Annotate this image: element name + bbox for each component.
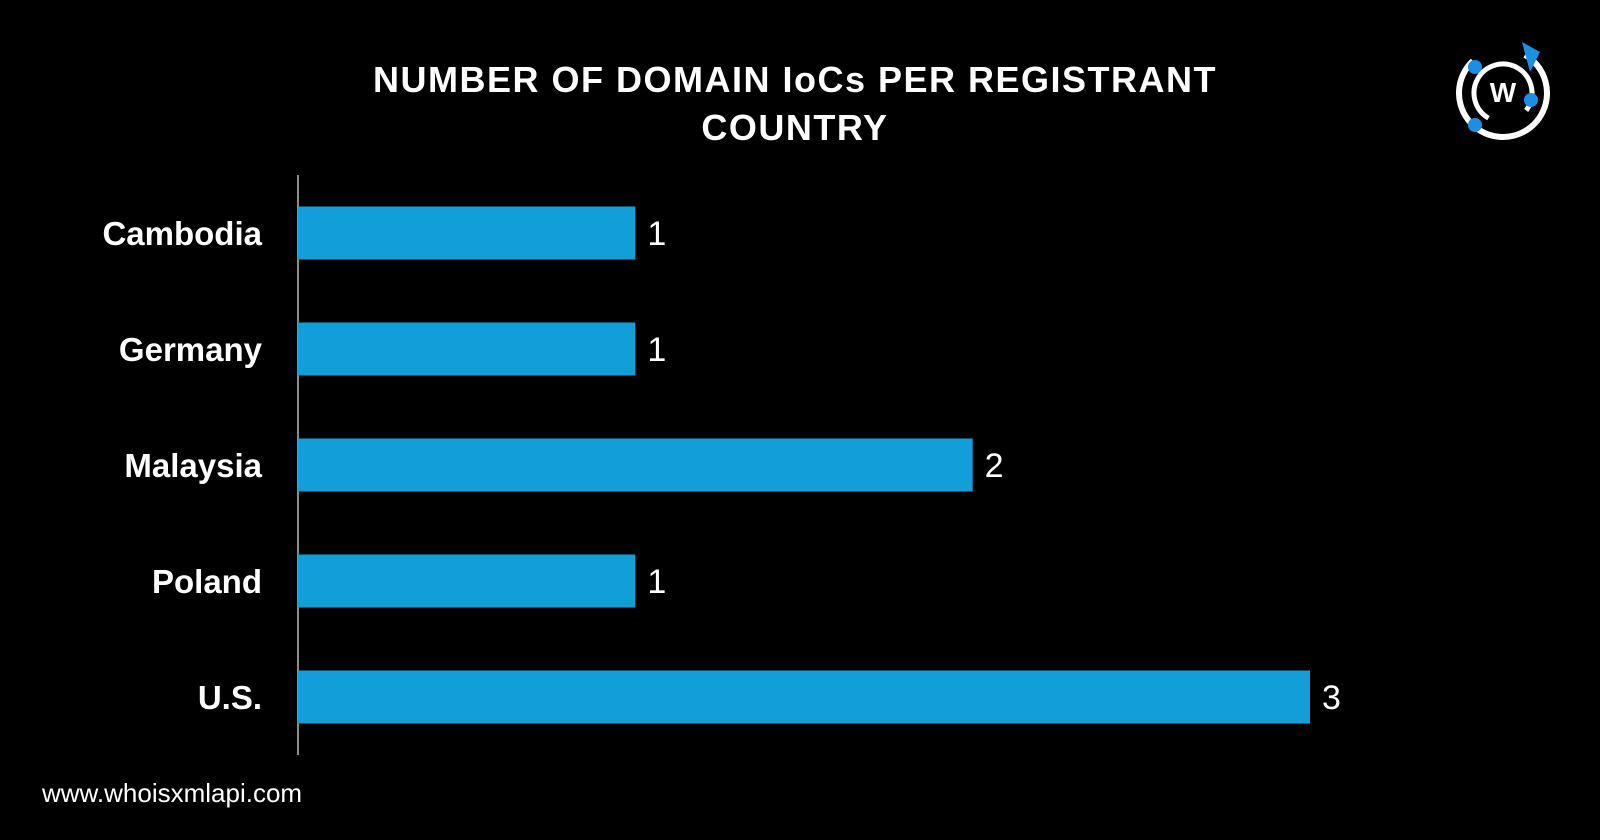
- bar-malaysia: [298, 438, 973, 492]
- bar-u-s: [298, 670, 1310, 724]
- logo-letter: W: [1490, 77, 1517, 108]
- footer-url[interactable]: www.whoisxmlapi.com: [42, 778, 303, 808]
- bar-cambodia: [298, 206, 636, 260]
- value-label: 3: [1322, 679, 1341, 717]
- chart-title-line-2: COUNTRY: [701, 107, 889, 148]
- value-label: 2: [985, 447, 1004, 485]
- category-label: Malaysia: [124, 447, 262, 484]
- whoisxmlapi-logo-icon: W: [1448, 38, 1558, 148]
- value-label: 1: [647, 563, 666, 601]
- category-label: Poland: [152, 563, 262, 600]
- value-label: 1: [647, 331, 666, 369]
- bar-germany: [298, 322, 636, 376]
- category-label: Cambodia: [102, 215, 262, 252]
- bar-poland: [298, 554, 636, 608]
- chart-title: NUMBER OF DOMAIN IoCs PER REGISTRANT COU…: [0, 56, 1590, 152]
- category-label: U.S.: [198, 679, 262, 716]
- value-label: 1: [647, 215, 666, 253]
- chart-title-line-1: NUMBER OF DOMAIN IoCs PER REGISTRANT: [372, 59, 1217, 100]
- bars-group: Cambodia 1 Germany 1 Malaysia 2 Poland 1 U.S. 3: [102, 206, 1341, 724]
- category-label: Germany: [119, 331, 263, 368]
